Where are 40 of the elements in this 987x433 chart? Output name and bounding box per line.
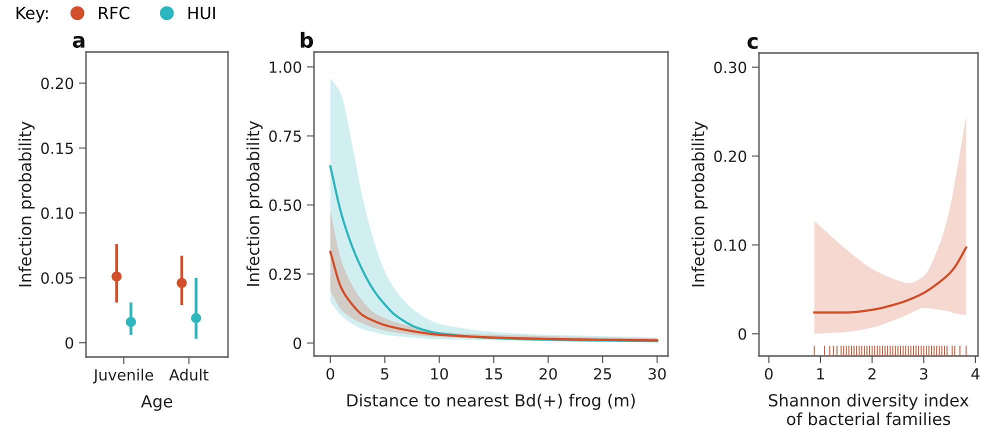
y-tick-label: 0.25 (269, 268, 301, 280)
y-tick-label: 1.00 (270, 61, 302, 73)
legend-label: RFC (99, 6, 130, 20)
chart-title: a (72, 36, 84, 48)
x-tick-label: 1 (817, 368, 824, 380)
x-axis-title: Distance to nearest Bd(+) frog (m) (347, 394, 635, 410)
y-tick-label: 0.20 (41, 78, 74, 90)
legend-label: HUI (188, 6, 215, 20)
y-tick-label: 0.50 (269, 199, 302, 211)
y-axis-title: Infection probability (691, 122, 708, 286)
x-tick-label: 20 (540, 368, 557, 380)
legend-title: Key: (16, 6, 48, 22)
x-tick-label: Adult (169, 368, 208, 381)
y-axis-title: Infection probability (246, 121, 263, 286)
x-tick-label: 0 (326, 368, 334, 380)
y-tick-label: 0 (738, 328, 746, 340)
y-tick-label: 0.10 (714, 239, 746, 251)
y-tick-label: 0 (65, 337, 74, 349)
y-tick-label: 0.10 (41, 207, 74, 219)
y-tick-label: 0.05 (41, 272, 73, 284)
x-tick-label: 10 (431, 368, 448, 380)
x-tick-label: Juvenile (92, 368, 154, 384)
x-tick-label: 5 (381, 368, 388, 380)
chart-title: c (748, 37, 758, 49)
x-tick-label: 15 (486, 368, 502, 380)
y-axis-title: Infection probability (18, 122, 35, 286)
y-tick-label: 0 (293, 337, 302, 350)
y-tick-label: 0.15 (41, 142, 73, 154)
x-tick-label: 3 (920, 368, 928, 380)
x-tick-label: 25 (594, 368, 612, 380)
x-tick-label: 0 (764, 368, 773, 380)
y-tick-label: 0.30 (714, 62, 746, 74)
x-axis-title: Age (141, 395, 172, 411)
chart-title: b (300, 32, 314, 48)
x-axis-title: Shannon diversity index of bacterial families (768, 394, 969, 426)
y-tick-label: 0.75 (269, 130, 301, 142)
y-tick-label: 0.20 (714, 150, 746, 162)
x-tick-label: 4 (971, 368, 980, 380)
x-tick-label: 30 (648, 368, 666, 380)
x-tick-label: 2 (868, 368, 876, 380)
